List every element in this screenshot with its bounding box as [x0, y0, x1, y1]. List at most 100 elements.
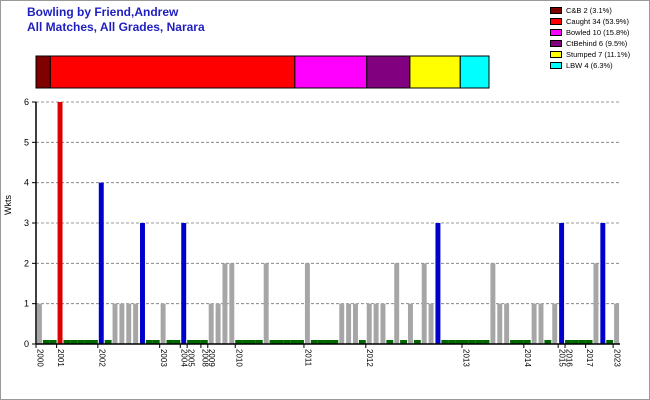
bar [421, 263, 427, 344]
bar [346, 303, 352, 344]
x-tick-label: 2000 [35, 349, 44, 367]
x-tick-label: 2002 [97, 349, 106, 367]
legend-item-cb: C&B 2 (3.1%) [550, 5, 630, 16]
stack-segment-lbw [459, 55, 490, 89]
legend-label: Caught 34 (53.9%) [566, 17, 629, 26]
y-tick-label: 1 [24, 299, 29, 309]
zero-bar [413, 340, 421, 344]
zero-bar [276, 340, 284, 344]
bar [98, 182, 104, 344]
bar [339, 303, 345, 344]
bar [497, 303, 503, 344]
stack-segment-stumped [409, 55, 461, 89]
bar [215, 303, 221, 344]
bar [380, 303, 386, 344]
zero-bar [200, 340, 208, 344]
zero-bar [248, 340, 256, 344]
zero-bar [63, 340, 71, 344]
legend-label: C&B 2 (3.1%) [566, 6, 612, 15]
legend-swatch [550, 7, 562, 14]
y-tick-label: 5 [24, 137, 29, 147]
title-line-1: Bowling by Friend,Andrew [27, 5, 179, 19]
bar [614, 303, 620, 344]
stack-segment-cb [35, 55, 51, 89]
zero-bar [255, 340, 263, 344]
bar [504, 303, 510, 344]
zero-bar [386, 340, 394, 344]
bar [112, 303, 118, 344]
legend-item-ctbehind: CtBehind 6 (9.5%) [550, 38, 630, 49]
legend-item-caught: Caught 34 (53.9%) [550, 16, 630, 27]
legend-item-stumped: Stumped 7 (11.1%) [550, 49, 630, 60]
bar [36, 303, 42, 344]
y-axis-label: Wkts [3, 195, 13, 215]
zero-bar [84, 340, 91, 344]
bar [57, 102, 63, 344]
zero-bar [475, 340, 483, 344]
bar [140, 223, 145, 344]
x-tick-label: 2023 [613, 349, 622, 367]
zero-bar [290, 340, 298, 344]
zero-bar [565, 340, 572, 344]
zero-bar [441, 340, 449, 344]
bar [373, 303, 379, 344]
zero-bar [578, 340, 586, 344]
zero-bar [104, 340, 112, 344]
zero-bar [152, 340, 160, 344]
bar [600, 223, 606, 344]
bar [126, 303, 132, 344]
x-tick-label: 2005 [187, 349, 196, 367]
stack-segment-bowled [294, 55, 368, 89]
zero-bar [331, 340, 339, 344]
legend-label: Bowled 10 (15.8%) [566, 28, 630, 37]
bar [538, 303, 544, 344]
zero-bar [145, 340, 153, 344]
bar [552, 303, 558, 344]
x-tick-label: 2001 [56, 349, 65, 367]
zero-bar [571, 340, 579, 344]
legend-swatch [550, 40, 562, 47]
bar [229, 263, 235, 344]
zero-bar [77, 340, 85, 344]
legend-label: CtBehind 6 (9.5%) [566, 39, 628, 48]
x-tick-label: 2016 [564, 349, 573, 367]
zero-bar [317, 340, 325, 344]
bar [304, 263, 310, 344]
stack-segment-caught [49, 55, 296, 89]
y-tick-label: 0 [24, 339, 29, 349]
y-tick-label: 2 [24, 258, 29, 268]
bar [407, 303, 413, 344]
title-line-2: All Matches, All Grades, Narara [27, 20, 205, 34]
bar [353, 303, 358, 344]
zero-bar [455, 340, 462, 344]
zero-bar [310, 340, 318, 344]
zero-bar [482, 340, 490, 344]
chart-title: Bowling by Friend,Andrew All Matches, Al… [27, 5, 205, 35]
zero-bar [283, 340, 291, 344]
zero-bar [516, 340, 524, 344]
zero-bar [544, 340, 552, 344]
bar [208, 303, 214, 344]
zero-bar [324, 340, 332, 344]
zero-bar [42, 340, 50, 344]
zero-bar [242, 340, 249, 344]
bar [428, 303, 434, 344]
y-tick-label: 4 [24, 178, 29, 188]
zero-bar [468, 340, 476, 344]
legend: C&B 2 (3.1%) Caught 34 (53.9%) Bowled 10… [550, 5, 630, 71]
zero-bar [173, 340, 181, 344]
legend-swatch [550, 18, 562, 25]
bar [222, 263, 228, 344]
x-tick-label: 2012 [365, 349, 374, 367]
stack-segment-ctbehind [366, 55, 411, 89]
x-tick-label: 2004 [180, 349, 189, 367]
zero-bar [461, 340, 469, 344]
y-tick-label: 3 [24, 218, 29, 228]
zero-bar [166, 340, 174, 344]
x-tick-label: 2015 [558, 349, 567, 367]
bar [119, 303, 125, 344]
legend-item-bowled: Bowled 10 (15.8%) [550, 27, 630, 38]
bar [133, 303, 139, 344]
zero-bar [400, 340, 408, 344]
zero-bar [585, 340, 593, 344]
